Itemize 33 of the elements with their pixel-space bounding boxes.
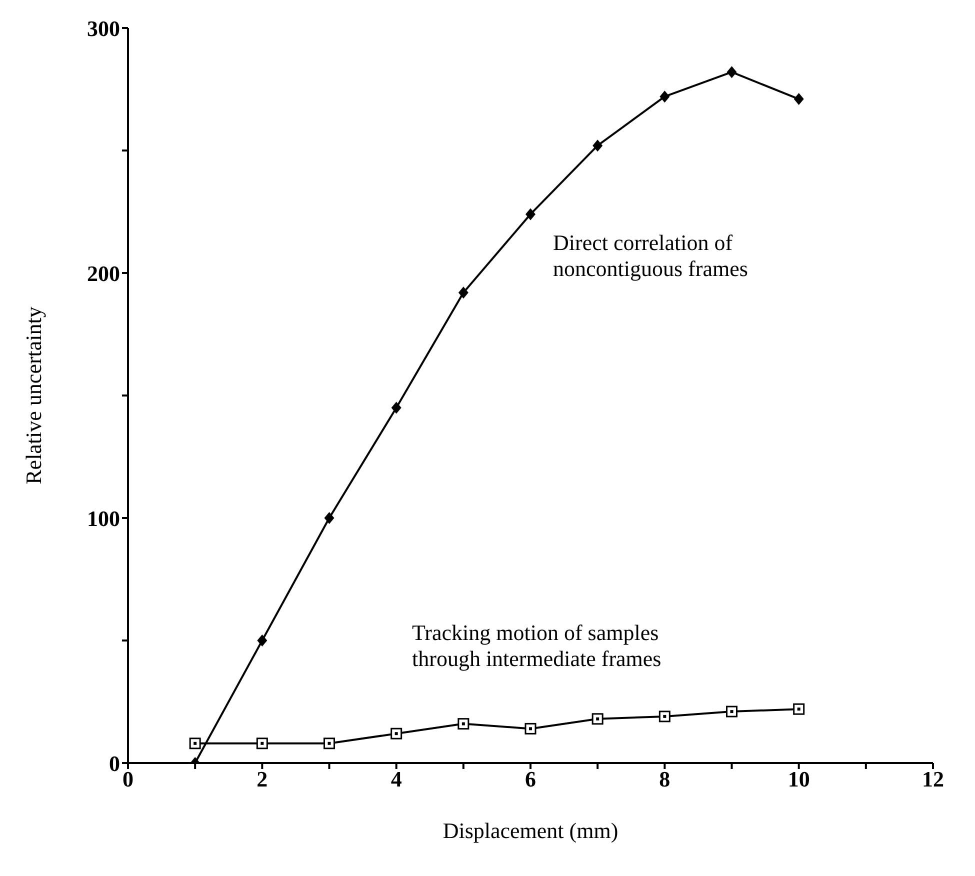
point — [726, 66, 737, 78]
point — [526, 208, 536, 220]
point — [660, 90, 670, 103]
point — [458, 286, 468, 299]
point — [658, 710, 670, 722]
x-axis-title: Displacement (mm) — [442, 818, 618, 843]
y-tick-label: 200 — [87, 260, 120, 286]
point — [592, 140, 603, 152]
x-tick-label: 10 — [788, 766, 810, 792]
point — [726, 706, 738, 718]
y-tick-label: 0 — [109, 750, 120, 776]
point — [257, 634, 268, 646]
point — [391, 402, 402, 414]
point — [592, 713, 604, 725]
x-tick-label: 8 — [659, 766, 670, 792]
point — [324, 738, 335, 750]
point — [189, 738, 201, 750]
x-tick-label: 6 — [525, 766, 536, 792]
y-tick-label: 100 — [87, 506, 120, 531]
x-tick-label: 4 — [390, 766, 402, 792]
annotation: Tracking motion of samples through intermediate frames — [412, 620, 662, 672]
y-axis-title: Relative uncertainty — [20, 306, 46, 484]
point — [390, 728, 402, 740]
point — [794, 93, 804, 106]
point — [793, 703, 805, 715]
y-tick-label: 300 — [87, 16, 120, 41]
x-tick-label: 2 — [256, 766, 268, 792]
annotation: Direct correlation of noncontiguous frames — [553, 230, 748, 282]
point — [458, 718, 470, 730]
point — [324, 512, 334, 524]
point — [524, 722, 536, 734]
point — [256, 738, 268, 750]
x-tick-label: 12 — [922, 766, 944, 792]
